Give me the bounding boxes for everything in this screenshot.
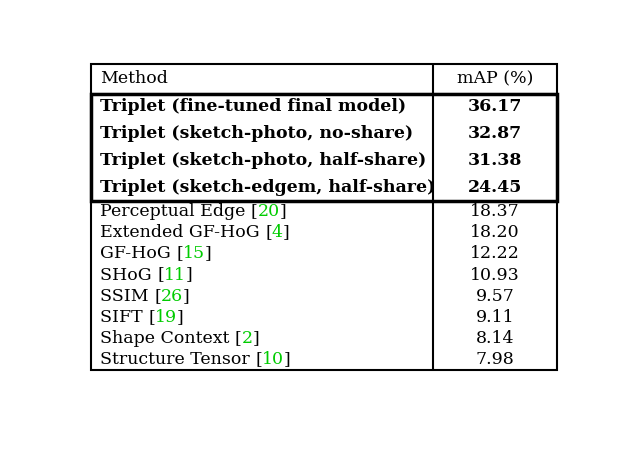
Text: GF-HoG: GF-HoG	[100, 245, 176, 262]
Text: 19: 19	[155, 309, 177, 326]
Text: Triplet (sketch-photo, no-share): Triplet (sketch-photo, no-share)	[100, 125, 413, 142]
Text: 36.17: 36.17	[468, 98, 522, 116]
Text: Perceptual Edge: Perceptual Edge	[100, 203, 251, 220]
Text: 10: 10	[262, 351, 284, 368]
Text: [: [	[148, 309, 155, 326]
Text: 10.93: 10.93	[470, 267, 520, 284]
Text: 4: 4	[272, 224, 283, 241]
Text: Method: Method	[100, 70, 168, 87]
Text: 2: 2	[241, 330, 253, 347]
Text: [: [	[251, 203, 258, 220]
Text: 31.38: 31.38	[468, 152, 522, 169]
Text: [: [	[255, 351, 262, 368]
Text: ]: ]	[177, 309, 184, 326]
Text: ]: ]	[283, 224, 289, 241]
Text: [: [	[154, 288, 161, 304]
Text: Structure Tensor: Structure Tensor	[100, 351, 255, 368]
Text: 18.20: 18.20	[470, 224, 520, 241]
Text: ]: ]	[183, 288, 190, 304]
Text: [: [	[176, 245, 183, 262]
Text: SIFT: SIFT	[100, 309, 148, 326]
Text: ]: ]	[253, 330, 260, 347]
Text: 15: 15	[183, 245, 205, 262]
Text: 12.22: 12.22	[470, 245, 520, 262]
Text: ]: ]	[284, 351, 291, 368]
Text: Triplet (sketch-edgem, half-share): Triplet (sketch-edgem, half-share)	[100, 179, 435, 196]
Text: 32.87: 32.87	[468, 125, 522, 142]
Text: Shape Context: Shape Context	[100, 330, 235, 347]
Text: 9.57: 9.57	[475, 288, 514, 304]
Text: [: [	[235, 330, 241, 347]
Text: 20: 20	[258, 203, 280, 220]
Text: 8.14: 8.14	[476, 330, 514, 347]
Text: 9.11: 9.11	[476, 309, 514, 326]
Text: 24.45: 24.45	[468, 179, 522, 196]
Text: ]: ]	[280, 203, 286, 220]
Text: 11: 11	[164, 267, 186, 284]
Text: 7.98: 7.98	[475, 351, 514, 368]
Bar	[91, 93, 557, 201]
Text: 18.37: 18.37	[470, 203, 520, 220]
Text: Triplet (sketch-photo, half-share): Triplet (sketch-photo, half-share)	[100, 152, 427, 169]
Text: ]: ]	[205, 245, 212, 262]
Bar	[91, 64, 557, 370]
Text: SHoG: SHoG	[100, 267, 157, 284]
Text: [: [	[157, 267, 164, 284]
Text: Extended GF-HoG: Extended GF-HoG	[100, 224, 265, 241]
Text: [: [	[265, 224, 272, 241]
Text: SSIM: SSIM	[100, 288, 154, 304]
Text: ]: ]	[186, 267, 193, 284]
Text: Triplet (fine-tuned final model): Triplet (fine-tuned final model)	[100, 98, 406, 116]
Text: mAP (%): mAP (%)	[457, 70, 533, 87]
Text: 26: 26	[161, 288, 183, 304]
